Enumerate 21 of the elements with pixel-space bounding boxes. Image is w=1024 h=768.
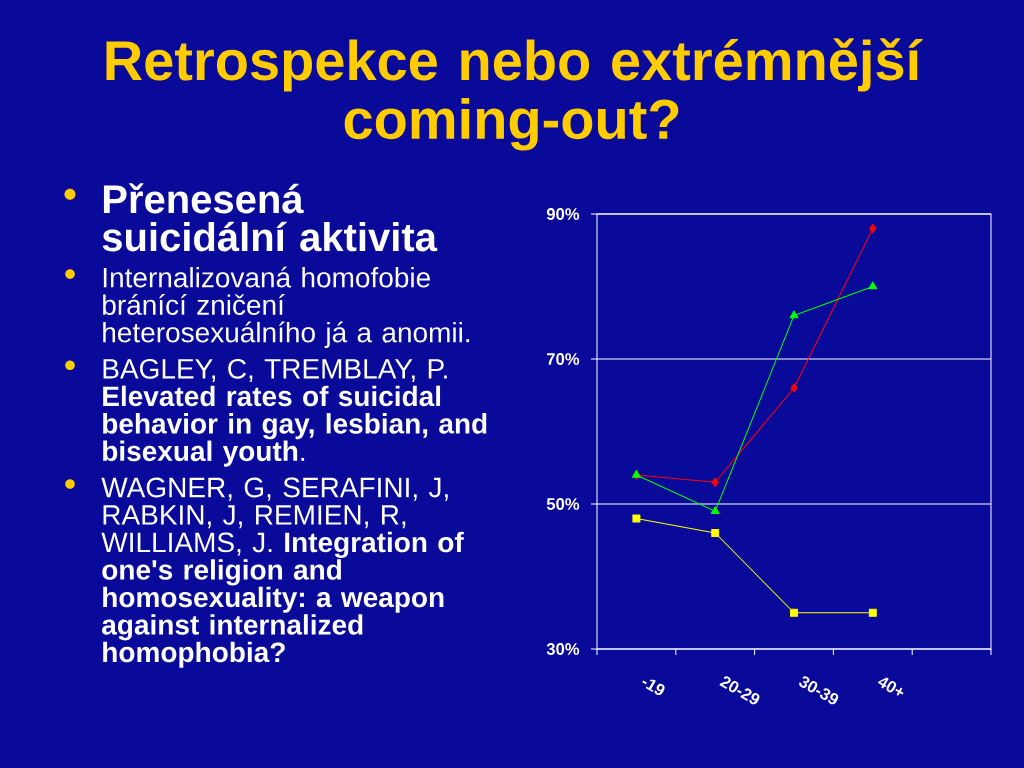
y-tick-label: 90%: [546, 208, 580, 220]
y-tick-label: 70%: [546, 353, 580, 365]
text: BAGLEY, C, TREMBLAY, P. Elevated rates of suicidal behavior in gay, lesbian, and bisexual youth.: [103, 358, 487, 467]
y-tick-label: 30%: [546, 643, 580, 655]
y-tick-label: 50%: [546, 498, 580, 510]
x-tick-label: 40+: [877, 677, 904, 696]
point: [710, 506, 720, 515]
chart-title: Retrospekce nebo extrémnější coming-out?: [106, 38, 923, 151]
point: [869, 223, 877, 234]
point: [790, 383, 798, 393]
text: Přenesená suicidální aktivita: [102, 183, 438, 252]
text: WAGNER, G, SERAFINI, J, RABKIN, J, REMIEN, R, WILLIAMS, J. Integration of one's religion and homosexuality: a weapon against internalized homophobia?: [101, 477, 464, 668]
x-tick-label: -19: [642, 679, 665, 696]
point: [632, 514, 641, 523]
point: [868, 281, 878, 290]
point: [711, 529, 720, 537]
point: [789, 310, 799, 319]
text: Internalizovaná homofobie bránící zničení heterosexuálního já a anomii.: [103, 266, 470, 349]
point: [868, 608, 877, 617]
point: [790, 608, 798, 617]
point: [711, 477, 719, 488]
